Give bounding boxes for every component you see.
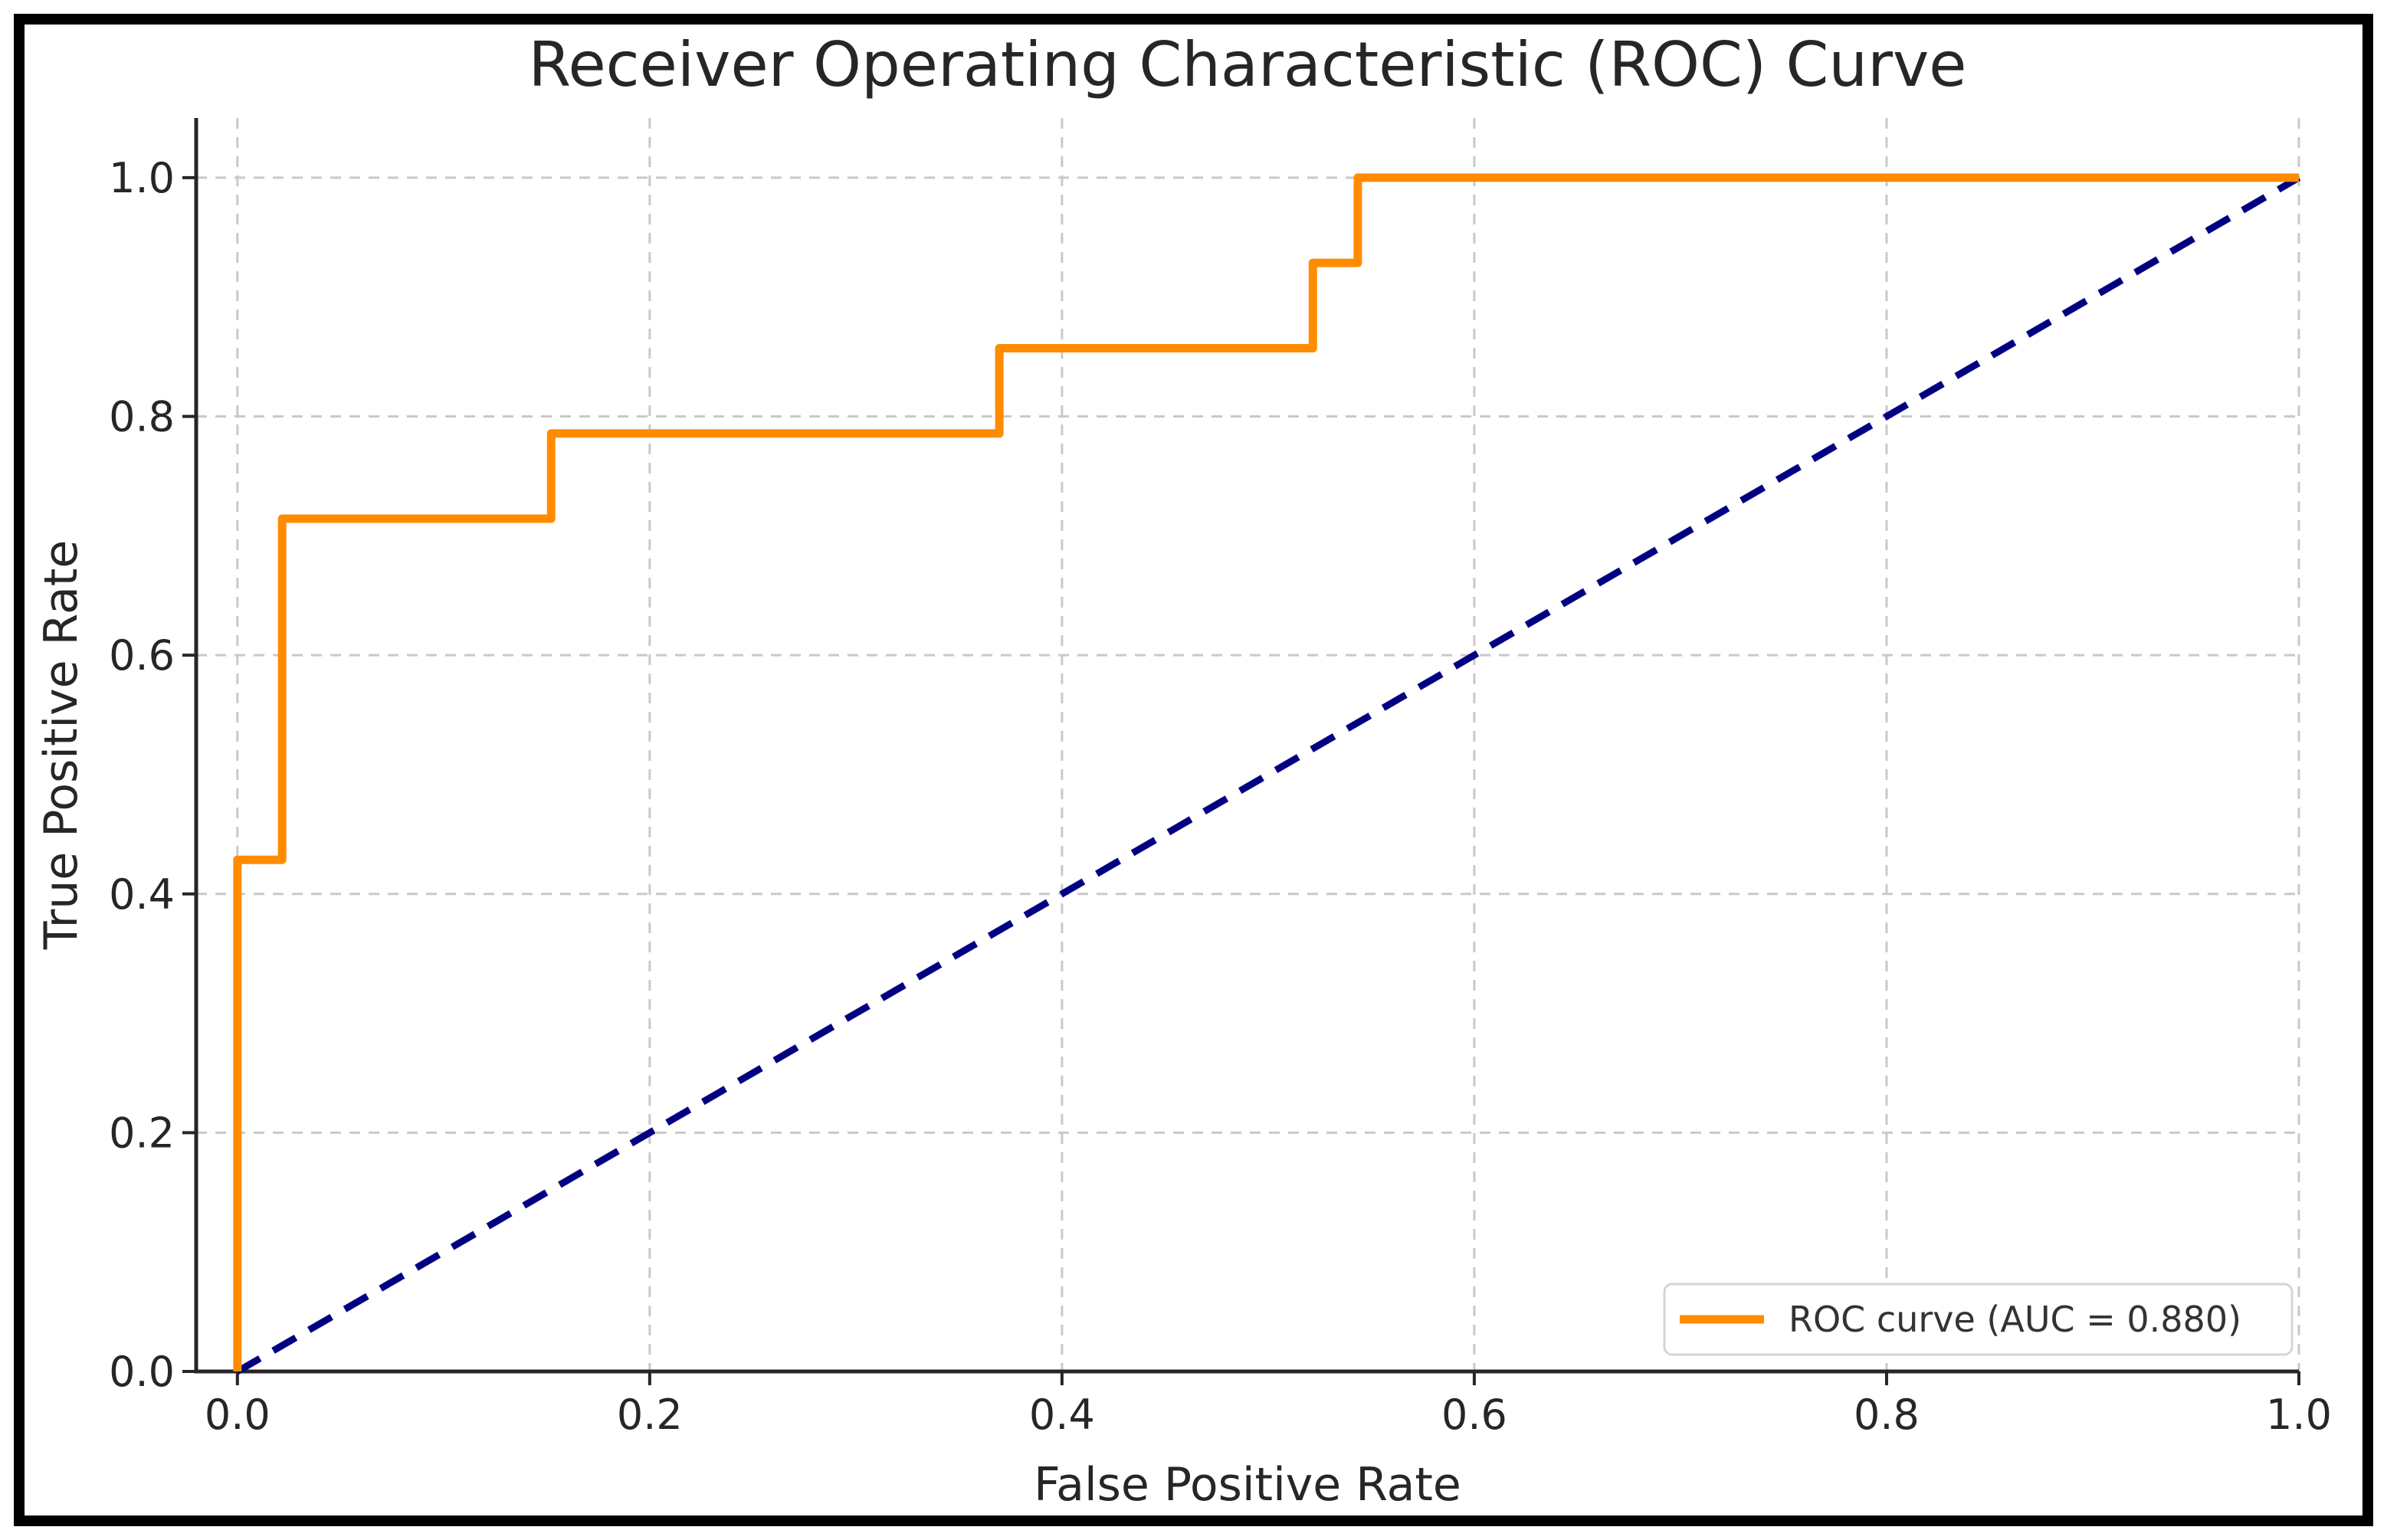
y-tick-label: 0.0 <box>109 1348 175 1396</box>
y-tick-label: 0.6 <box>109 631 175 680</box>
chance-diagonal-line <box>235 175 2301 1375</box>
x-tick-label: 0.2 <box>617 1391 683 1439</box>
grid-layer <box>196 118 2300 1373</box>
x-tick-label: 1.0 <box>2266 1391 2332 1439</box>
axis-layer: 0.0 0.2 0.4 0.6 0.8 1.0 0.0 0.2 0.4 0.6 0.8 1.0 <box>109 118 2332 1439</box>
y-axis-label: True Positive Rate <box>34 540 88 950</box>
legend-roc-label: ROC curve (AUC = 0.880) <box>1789 1299 2241 1340</box>
y-tick-label: 0.4 <box>109 870 175 919</box>
figure-frame <box>14 14 2373 1526</box>
series-layer <box>233 173 2301 1375</box>
y-tick-label: 0.8 <box>109 393 175 441</box>
x-tick-label: 0.0 <box>205 1391 271 1439</box>
y-tick-label: 1.0 <box>109 154 175 202</box>
legend: ROC curve (AUC = 0.880) <box>1663 1283 2294 1356</box>
x-axis-label: False Positive Rate <box>1034 1458 1461 1512</box>
legend-box <box>1663 1283 2294 1356</box>
x-tick-label: 0.8 <box>1854 1391 1920 1439</box>
y-tick-label: 0.2 <box>109 1109 175 1157</box>
roc-curve-line <box>233 173 2299 1371</box>
chart-title: Receiver Operating Characteristic (ROC) … <box>528 29 1966 100</box>
x-tick-label: 0.6 <box>1441 1391 1507 1439</box>
x-tick-label: 0.4 <box>1029 1391 1095 1439</box>
